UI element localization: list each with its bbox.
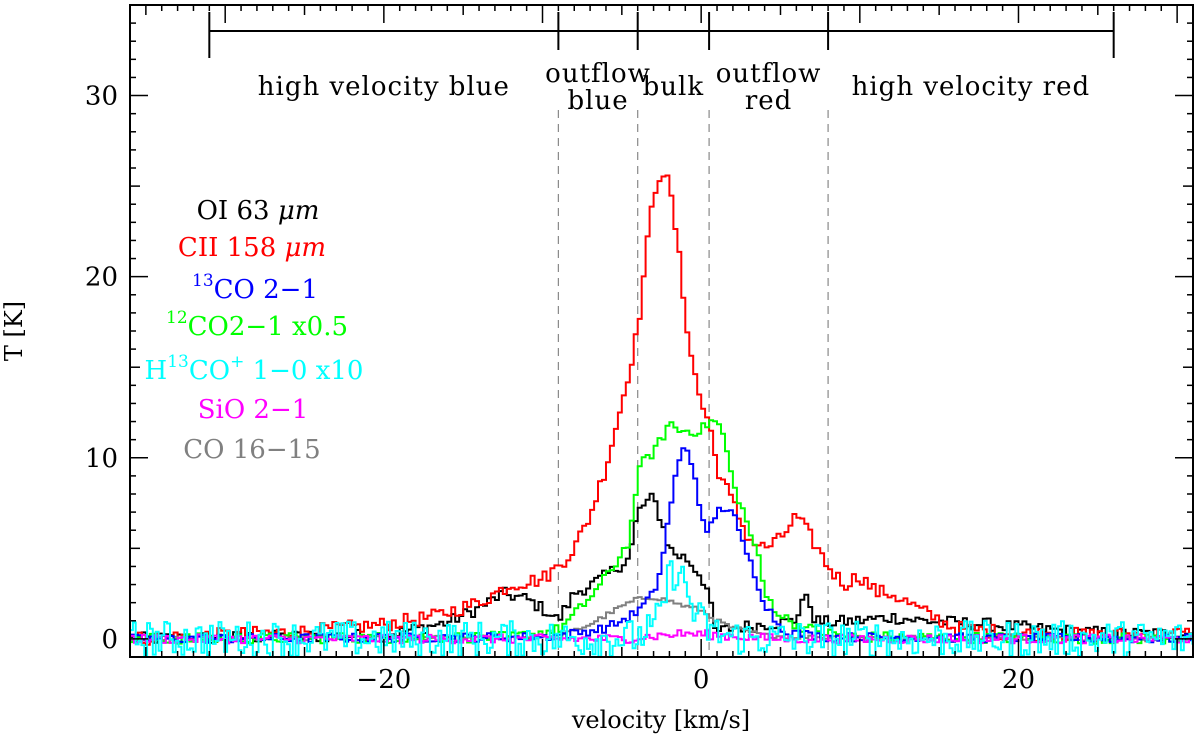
series-lines <box>130 174 1194 658</box>
legend-entry-4: H13CO+ 1−0 x10 <box>145 352 364 386</box>
region-label-outflow-red: outflow <box>716 59 822 89</box>
legend-entry-0: OI 63 μm <box>197 196 320 226</box>
legend-entry-3: 12CO2−1 x0.5 <box>166 308 348 342</box>
legend-entry-6: CO 16−15 <box>183 435 320 465</box>
region-label-bulk: bulk <box>643 72 704 102</box>
y-tick-label: 30 <box>85 82 118 112</box>
y-tick-label: 20 <box>85 263 118 293</box>
x-axis-label: velocity [km/s] <box>571 706 750 734</box>
region-label-outflow-blue: blue <box>567 86 628 116</box>
series-line-4 <box>130 560 1194 658</box>
y-axis-label: T [K] <box>0 301 28 361</box>
region-label-high-velocity-blue: high velocity blue <box>258 72 510 102</box>
series-line-5 <box>130 629 1194 645</box>
legend-entry-5: SiO 2−1 <box>198 395 309 425</box>
axes: −20 0 20 0 10 20 30 <box>85 4 1194 695</box>
legend-entry-1: CII 158 μm <box>178 233 326 263</box>
region-label-high-velocity-red: high velocity red <box>852 72 1091 102</box>
region-label-outflow-blue: outflow <box>545 59 651 89</box>
x-tick-label: −20 <box>356 665 411 695</box>
y-tick-label: 10 <box>85 444 118 474</box>
legend-entry-2: 13CO 2−1 <box>192 271 318 305</box>
x-tick-label: 20 <box>1002 665 1035 695</box>
region-label-outflow-red: red <box>745 86 792 116</box>
y-tick-label: 0 <box>101 625 118 655</box>
x-tick-label: 0 <box>693 665 710 695</box>
